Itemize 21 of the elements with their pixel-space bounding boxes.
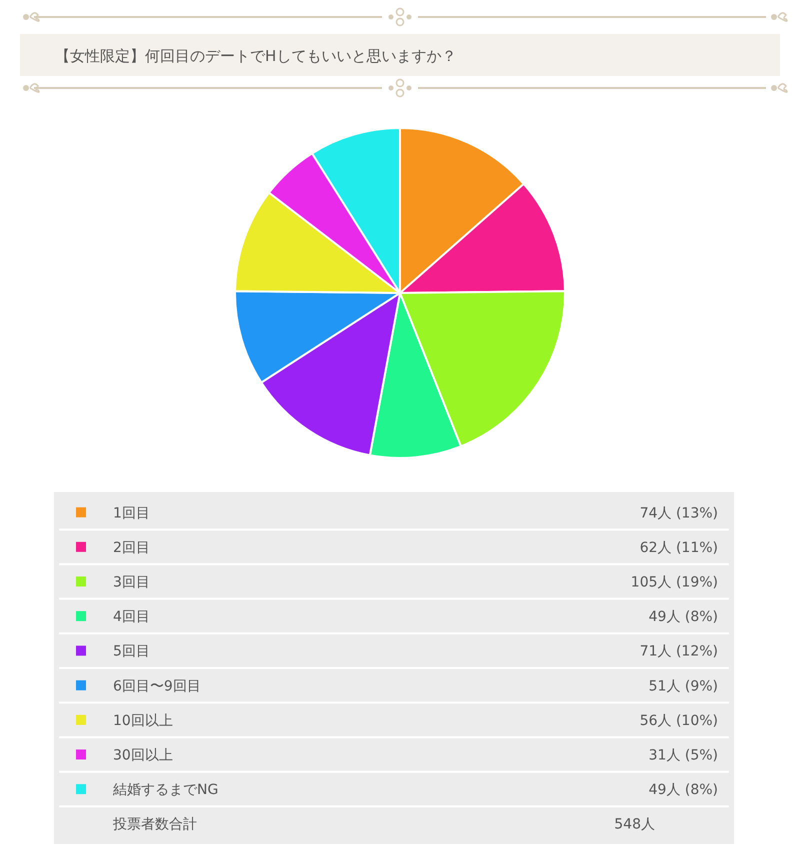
- legend-label: 3回目: [113, 574, 150, 590]
- data-label: 74人 (13%): [640, 505, 718, 522]
- legend-label: 30回以上: [113, 748, 173, 764]
- legend-label: 2回目: [113, 540, 150, 556]
- data-label: 31人 (5%): [648, 748, 718, 764]
- data-label: 49人 (8%): [648, 609, 718, 626]
- legend-label: 結婚するまでNG: [112, 782, 218, 798]
- text: 548人: [614, 816, 655, 833]
- data-label: 49人 (8%): [648, 782, 718, 798]
- data-label: 62人 (11%): [640, 540, 718, 556]
- legend-label: 10回以上: [113, 712, 173, 729]
- data-label: 56人 (10%): [640, 712, 718, 729]
- data-label: 51人 (9%): [648, 678, 718, 694]
- data-label: 71人 (12%): [640, 644, 718, 660]
- chart-title: 【女性限定】何回目のデートでHしてもいいと思いますか？: [55, 47, 456, 65]
- legend-label: 4回目: [113, 609, 150, 626]
- legend-label: 5回目: [113, 644, 150, 660]
- data-label: 105人 (19%): [630, 574, 718, 590]
- legend-label: 1回目: [113, 505, 150, 522]
- text: 投票者数合計: [112, 816, 197, 833]
- legend-label: 6回目〜9回目: [113, 678, 201, 694]
